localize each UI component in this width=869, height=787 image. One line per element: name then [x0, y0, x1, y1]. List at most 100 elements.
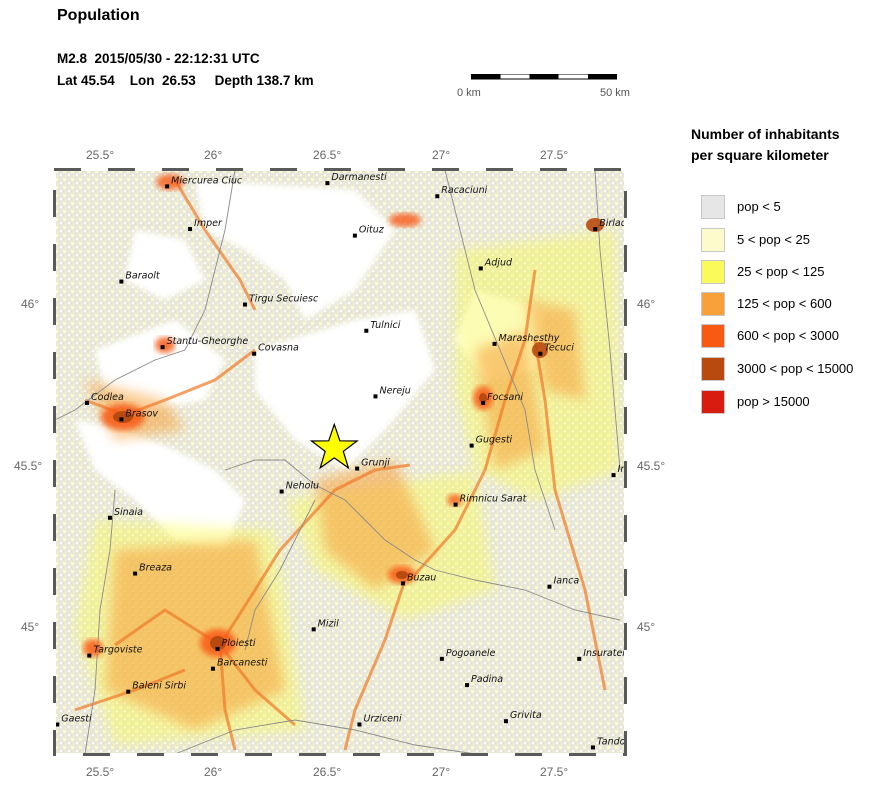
city-dot-icon	[85, 400, 90, 405]
city-marker[interactable]: Buzau	[400, 572, 436, 586]
city-label: In	[618, 464, 625, 475]
city-marker[interactable]: Oituz	[352, 225, 385, 238]
city-dot-icon	[252, 351, 257, 356]
city-label: Sinaia	[114, 507, 143, 518]
city-marker[interactable]: Ianca	[547, 576, 579, 589]
location-info: Lat 45.54 Lon 26.53 Depth 138.7 km	[57, 73, 314, 88]
city-marker[interactable]: Rimnicu Sarat	[453, 494, 528, 507]
city-dot-icon	[126, 689, 131, 694]
city-label: Nereju	[379, 385, 410, 396]
lon-tick-label-top: 27.5°	[540, 148, 569, 162]
city-label: Covasna	[258, 343, 299, 354]
city-marker[interactable]: Imper	[188, 218, 223, 232]
city-marker[interactable]: Adjud	[478, 257, 513, 271]
epicenter-star-icon[interactable]	[309, 422, 359, 470]
city-marker[interactable]: Pogoanele	[439, 648, 496, 661]
city-marker[interactable]: Baleni Sirbi	[126, 681, 186, 694]
city-label: Ploiesti	[222, 638, 256, 649]
legend-swatch	[701, 324, 725, 348]
population-map[interactable]: Miercurea Ciuc Darmanesti Racaciuni Birlad I…	[55, 170, 625, 754]
city-marker[interactable]: Miercurea Ciuc	[165, 175, 243, 189]
city-dot-icon	[481, 400, 486, 405]
city-marker[interactable]: Brasov	[119, 408, 158, 422]
city-dot-icon	[243, 302, 247, 307]
city-label: Brasov	[125, 408, 158, 419]
city-marker[interactable]: Tirgu Secuiesc	[243, 294, 319, 307]
city-marker[interactable]: Gugesti	[469, 435, 513, 448]
city-dot-icon	[492, 341, 497, 346]
city-marker[interactable]: Codlea	[85, 392, 124, 405]
city-dot-icon	[590, 745, 595, 750]
city-label: Grivita	[510, 710, 542, 721]
city-label: Oituz	[359, 225, 385, 236]
city-marker[interactable]: Ploiesti	[215, 638, 256, 652]
city-label: Birlad	[599, 218, 625, 229]
city-marker[interactable]: Nereju	[373, 385, 411, 399]
city-marker[interactable]: Gaesti	[55, 713, 92, 727]
event-info: M2.8 2015/05/30 - 22:12:31 UTC	[57, 51, 260, 66]
city-dot-icon	[611, 473, 616, 478]
city-label: Racaciuni	[441, 185, 487, 196]
city-marker[interactable]: Tulnici	[364, 320, 401, 333]
lat-tick-label-left: 45.5°	[14, 459, 43, 473]
city-marker[interactable]: Mizil	[311, 618, 339, 632]
city-dot-icon	[355, 466, 360, 471]
city-marker[interactable]: Sinaia	[107, 507, 143, 520]
city-dot-icon	[165, 184, 170, 189]
city-label: Darmanesti	[331, 172, 387, 183]
legend-label: 600 < pop < 3000	[737, 328, 839, 343]
scale-bar	[471, 74, 617, 80]
city-marker[interactable]: Baraolt	[119, 271, 161, 284]
legend-swatch	[701, 228, 725, 252]
city-dot-icon	[364, 328, 369, 333]
lat-tick-label-left: 45°	[21, 620, 40, 634]
city-marker[interactable]: In	[611, 464, 625, 478]
city-dot-icon	[107, 515, 112, 520]
city-label: Insuratei	[583, 648, 625, 659]
map-title: Population	[57, 7, 140, 24]
city-marker[interactable]: Neholu	[279, 481, 319, 494]
city-dot-icon	[577, 656, 582, 661]
city-marker[interactable]: Urziceni	[357, 713, 402, 727]
city-marker[interactable]: Racaciuni	[435, 185, 488, 199]
city-marker[interactable]: Focsani	[481, 392, 523, 405]
scale-end-label: 50 km	[600, 87, 630, 99]
legend-label: 25 < pop < 125	[737, 264, 825, 279]
city-marker[interactable]: Tando	[590, 736, 625, 750]
lon-tick-label-bottom: 25.5°	[86, 765, 115, 779]
city-marker[interactable]: Breaza	[133, 563, 172, 576]
city-dot-icon	[188, 227, 193, 232]
city-marker[interactable]: Grivita	[503, 710, 542, 724]
city-marker[interactable]: Darmanesti	[325, 172, 387, 186]
city-label: Ianca	[553, 576, 579, 587]
legend-label: pop > 15000	[737, 394, 810, 409]
city-dot-icon	[119, 279, 124, 284]
city-label: Urziceni	[363, 713, 402, 724]
city-label: Gaesti	[61, 713, 92, 724]
city-marker[interactable]: Padina	[465, 674, 503, 688]
city-dot-icon	[538, 351, 543, 356]
city-marker[interactable]: Birlad	[593, 218, 625, 232]
city-dot-icon	[325, 181, 330, 186]
city-marker[interactable]: Covasna	[252, 343, 299, 356]
city-marker[interactable]: Grunji	[355, 458, 390, 471]
city-dot-icon	[435, 194, 440, 199]
city-marker[interactable]: Barcanesti	[210, 658, 268, 671]
city-label: Baleni Sirbi	[132, 681, 186, 692]
legend-label: pop < 5	[737, 199, 781, 214]
city-marker[interactable]: Tecuci	[538, 343, 574, 356]
city-dot-icon	[119, 417, 124, 422]
city-marker[interactable]: Stantu-Gheorghe	[160, 336, 249, 350]
city-dot-icon	[352, 233, 357, 238]
city-label: Neholu	[286, 481, 319, 492]
city-dot-icon	[469, 443, 474, 448]
city-marker[interactable]: Targoviste	[87, 645, 143, 658]
city-marker[interactable]: Marashesthy	[492, 333, 560, 346]
city-dot-icon	[279, 489, 284, 494]
city-label: Adjud	[484, 257, 513, 268]
city-label: Baraolt	[125, 271, 161, 282]
legend-label: 3000 < pop < 15000	[737, 361, 854, 376]
city-marker[interactable]: Insuratei	[577, 648, 625, 661]
city-label: Mizil	[318, 618, 339, 629]
city-label: Padina	[471, 674, 503, 685]
